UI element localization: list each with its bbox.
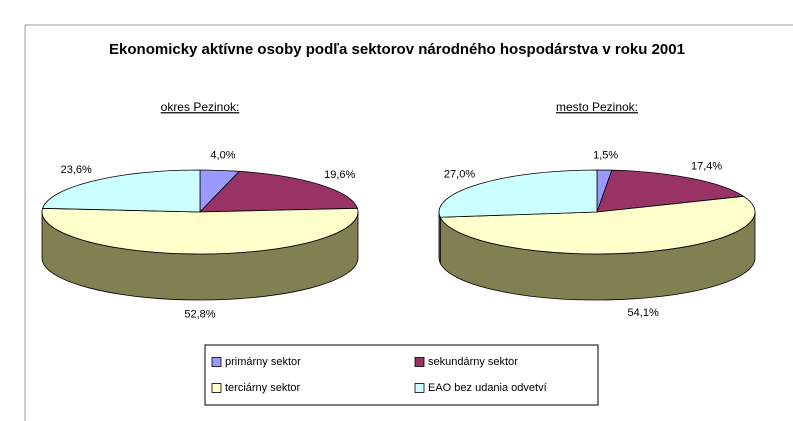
- legend-swatch: [211, 357, 222, 367]
- slice: [438, 169, 598, 218]
- legend-box: [204, 344, 599, 406]
- legend-label: EAO bez udania odvetví: [428, 382, 547, 394]
- data-label: 17,4%: [691, 160, 722, 172]
- slice: [199, 170, 358, 213]
- slice-side: [438, 211, 441, 264]
- pie-title: okres Pezinok:: [161, 100, 240, 114]
- slice: [439, 195, 756, 255]
- legend-swatch: [414, 383, 425, 393]
- data-label: 52,8%: [184, 309, 215, 321]
- data-label: 54,1%: [628, 307, 659, 319]
- data-label: 23,6%: [61, 164, 92, 176]
- legend-swatch: [211, 383, 222, 393]
- slice: [42, 169, 201, 213]
- legend-swatch: [414, 357, 425, 367]
- data-label: 19,6%: [324, 169, 355, 181]
- chart-title: Ekonomicky aktívne osoby podľa sektorov …: [109, 41, 685, 58]
- legend-label: sekundárny sektor: [428, 356, 518, 368]
- legend-label: terciárny sektor: [225, 382, 301, 394]
- data-label: 1,5%: [593, 149, 618, 161]
- data-label: 27,0%: [444, 168, 475, 180]
- slice: [596, 169, 745, 213]
- legend-label: primárny sektor: [225, 356, 301, 368]
- slice: [41, 207, 359, 255]
- data-label: 4,0%: [210, 150, 235, 162]
- pie-title: mesto Pezinok:: [556, 100, 638, 114]
